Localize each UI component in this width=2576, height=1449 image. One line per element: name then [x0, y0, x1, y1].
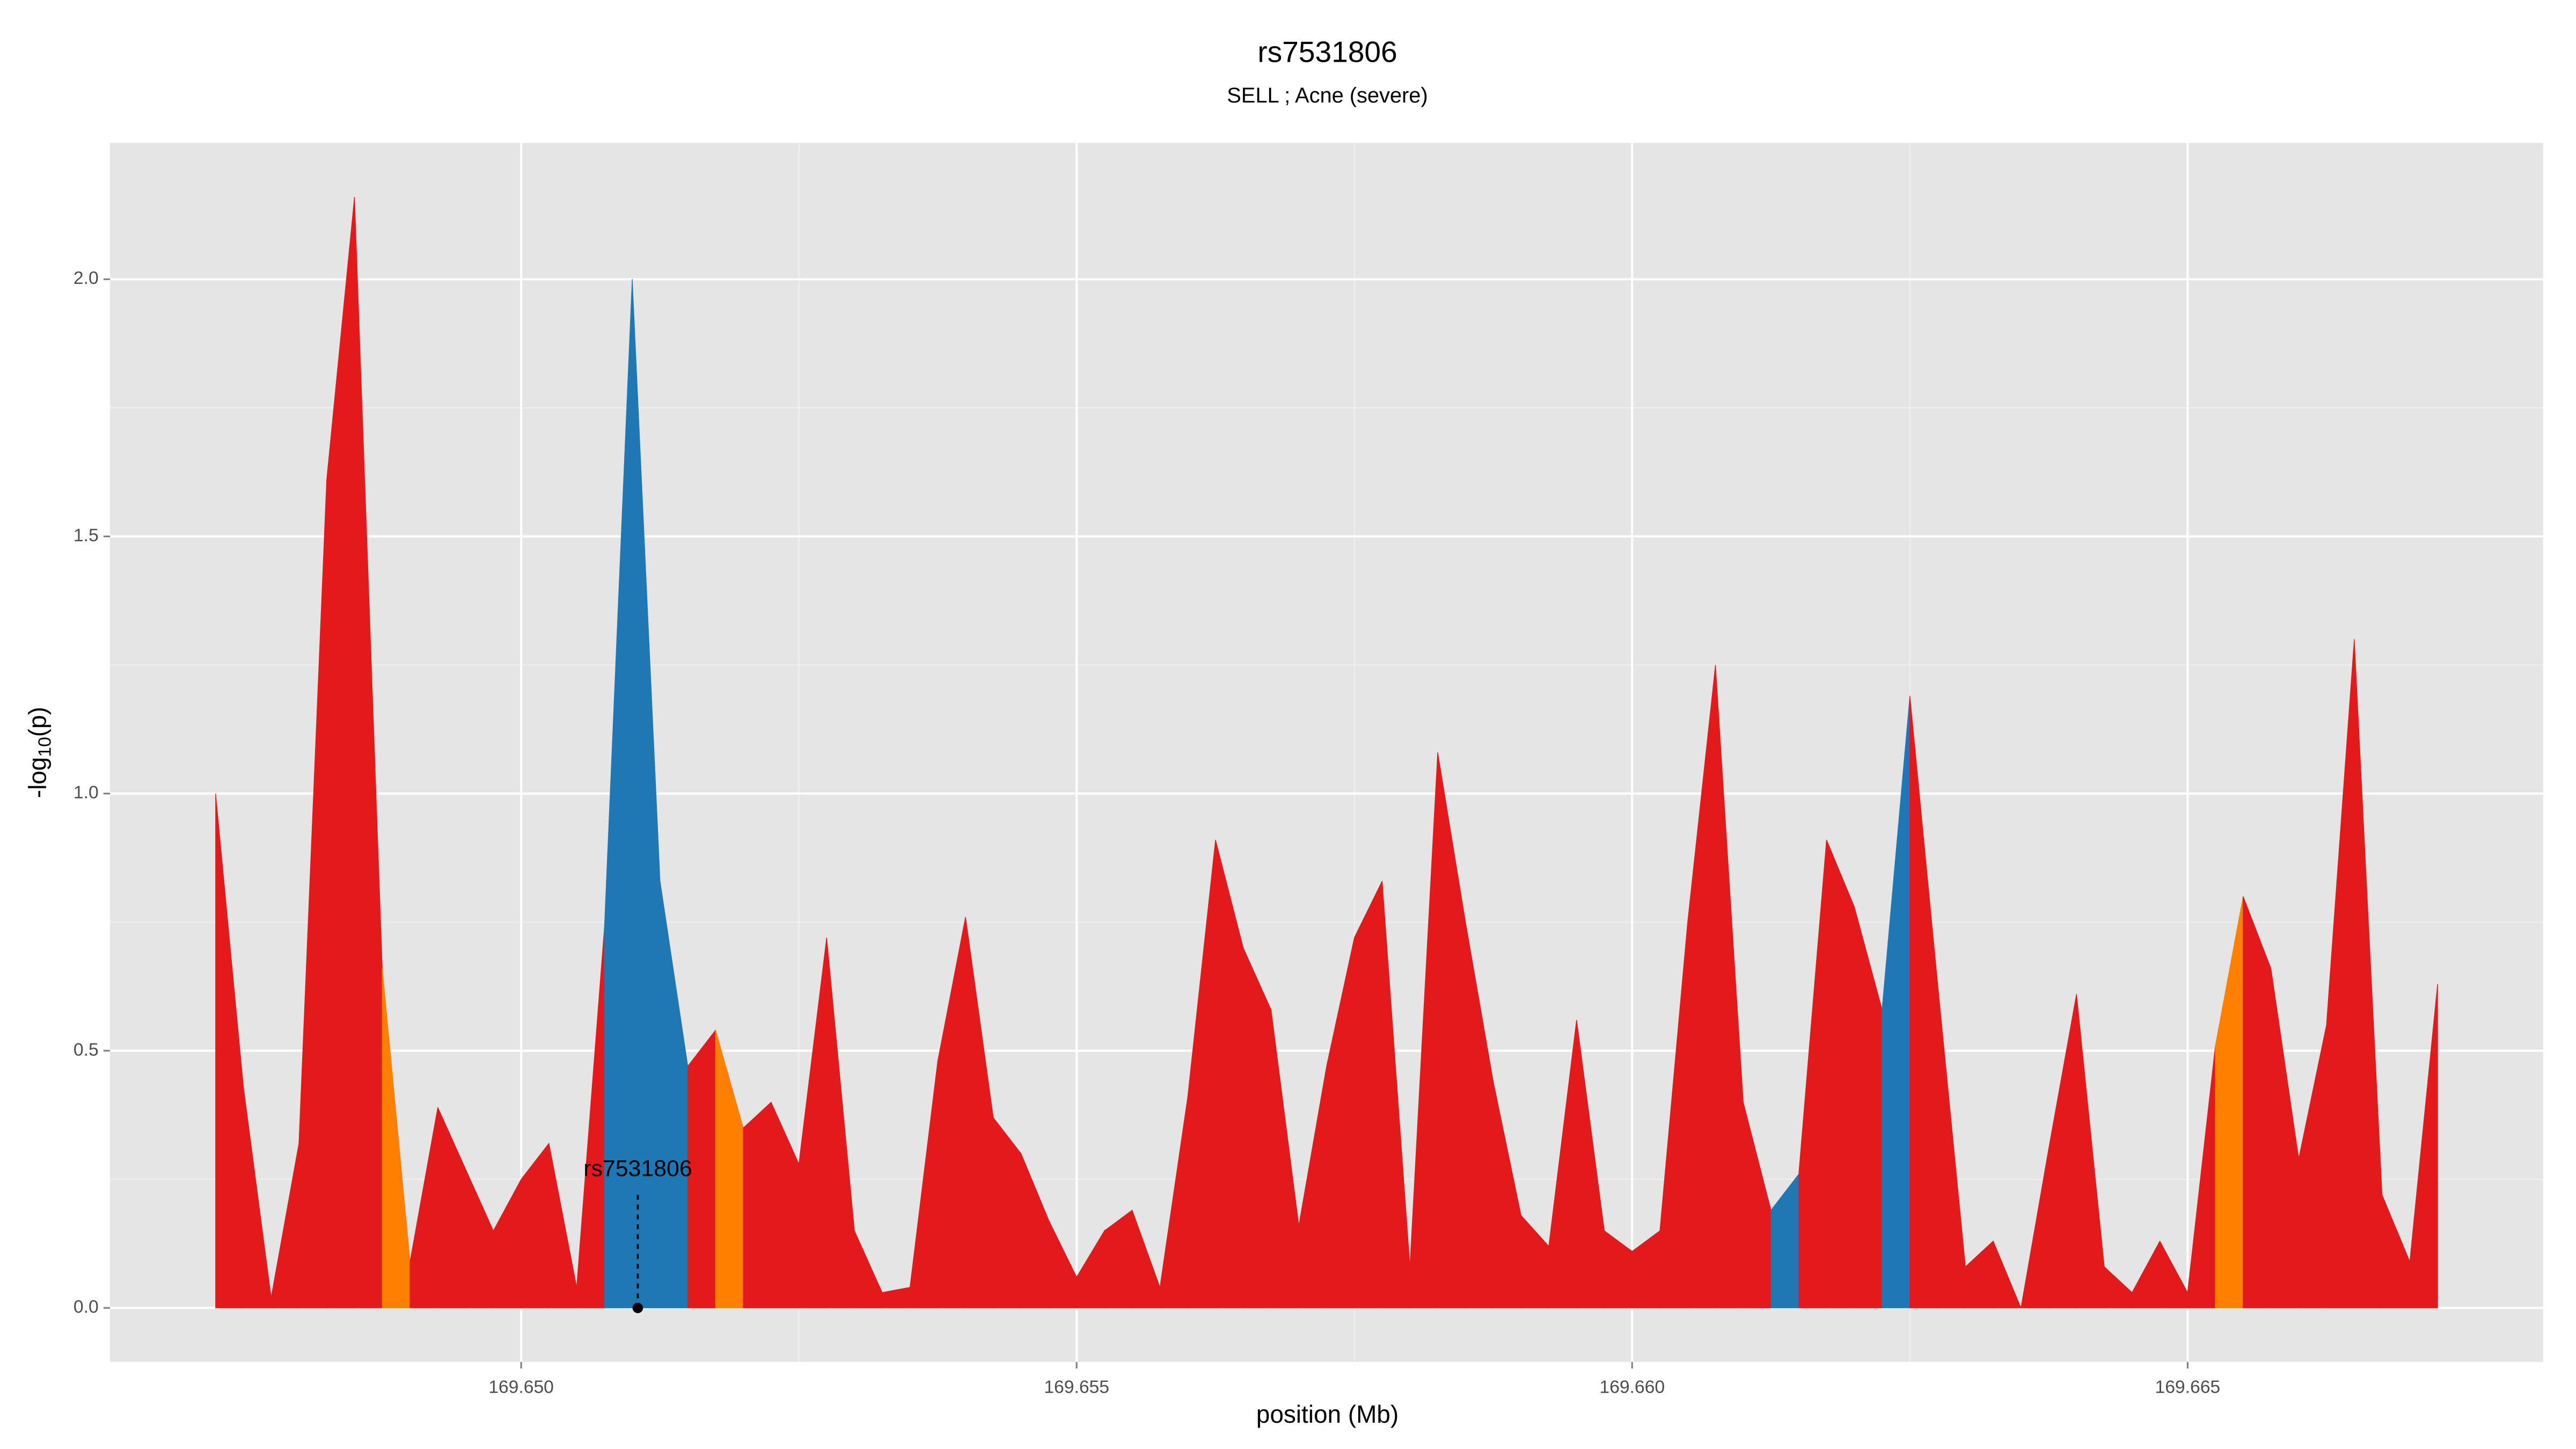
- annotation-label: rs7531806: [583, 1156, 692, 1182]
- area-strip: [2243, 896, 2272, 1308]
- y-tick-label: 1.0: [74, 783, 99, 803]
- chart-title: rs7531806: [1257, 35, 1397, 69]
- area-strip: [1354, 881, 1383, 1308]
- area-strip: [1243, 947, 1272, 1308]
- x-axis-label: position (Mb): [1256, 1400, 1399, 1428]
- y-tick-label: 1.5: [74, 525, 99, 545]
- y-tick-label: 0.5: [74, 1040, 99, 1060]
- area-strip: [2409, 984, 2438, 1308]
- y-axis-label: -log10(p): [24, 707, 55, 798]
- x-tick-label: 169.655: [1044, 1378, 1109, 1397]
- y-label-end: (p): [24, 707, 52, 737]
- y-tick-label: 0.0: [74, 1297, 99, 1317]
- annotation-point: [632, 1302, 643, 1313]
- area-strip: [743, 1101, 772, 1308]
- x-tick-label: 169.650: [488, 1378, 554, 1397]
- y-label-main: -log: [24, 757, 52, 799]
- area-strip: [1826, 839, 1855, 1308]
- y-tick-label: 2.0: [74, 268, 99, 288]
- x-tick-label: 169.660: [1599, 1378, 1665, 1397]
- y-label-sub: 10: [35, 737, 55, 757]
- chart-subtitle: SELL ; Acne (severe): [1227, 84, 1428, 107]
- area-strip: [1993, 1241, 2022, 1308]
- x-tick-label: 169.665: [2155, 1378, 2220, 1397]
